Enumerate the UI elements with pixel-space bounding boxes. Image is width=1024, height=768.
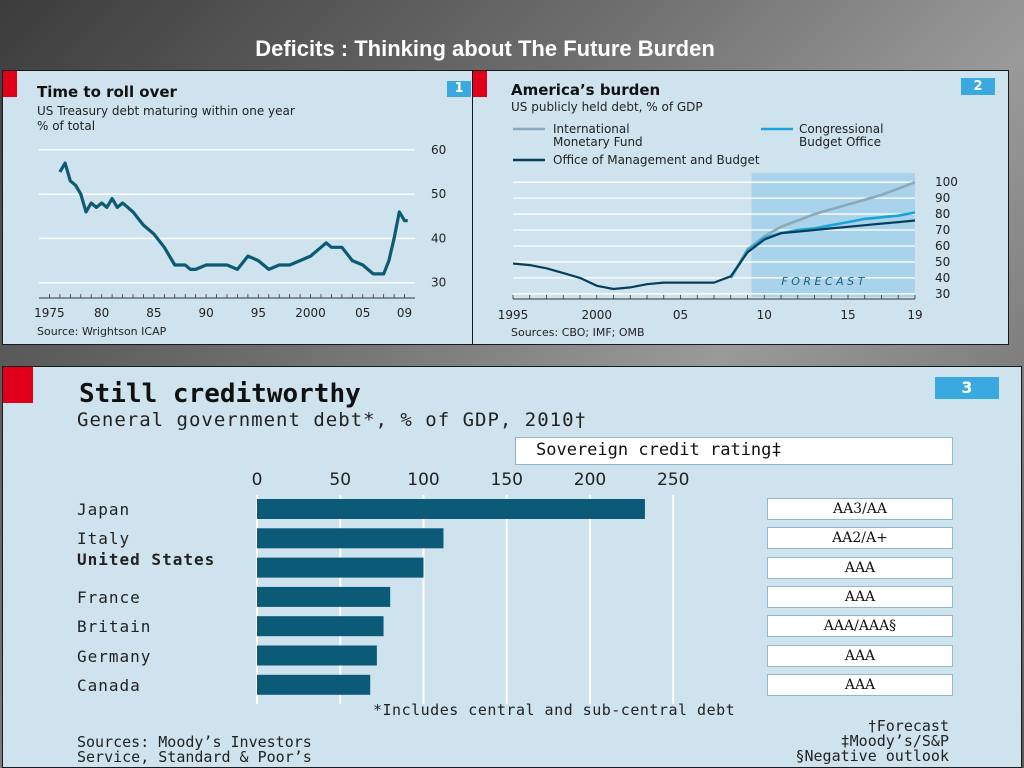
x-tick-label: 1975 bbox=[34, 306, 65, 320]
series-line bbox=[729, 211, 916, 279]
legend-label: Congressional bbox=[799, 122, 883, 136]
x-tick-label: 15 bbox=[840, 308, 855, 322]
x-tick-label: 09 bbox=[397, 306, 412, 320]
rating-box: AAA bbox=[767, 585, 953, 608]
y-tick-label: 60 bbox=[935, 239, 950, 253]
x-tick-label: 95 bbox=[251, 306, 266, 320]
series-line bbox=[58, 161, 408, 276]
category-label: Canada bbox=[77, 675, 141, 695]
chart1-panel: 1 Time to roll over US Treasury debt mat… bbox=[2, 70, 473, 345]
chart3-red-tab bbox=[3, 367, 33, 403]
legend-label: Monetary Fund bbox=[553, 135, 643, 149]
forecast-label: F O R E C A S T bbox=[781, 275, 865, 288]
category-label: Germany bbox=[77, 646, 152, 666]
chart1-title: Time to roll over bbox=[37, 83, 177, 101]
chart3-plot: 0 50 100 150 200 250 bbox=[252, 470, 689, 705]
rating-box: AAA/AAA§ bbox=[767, 615, 953, 638]
category-label: Britain bbox=[77, 617, 152, 637]
chart1-badge: 1 bbox=[447, 81, 471, 97]
x-tick-label: 150 bbox=[491, 470, 523, 490]
rating-box: AAA bbox=[767, 644, 953, 667]
chart1-subtitle: US Treasury debt maturing within one yea… bbox=[37, 104, 295, 118]
chart2-subtitle: US publicly held debt, % of GDP bbox=[511, 100, 703, 114]
category-label: France bbox=[77, 587, 141, 607]
bar bbox=[257, 645, 377, 666]
rating-header-label: Sovereign credit rating‡ bbox=[536, 440, 782, 460]
x-tick-label: 0 bbox=[252, 470, 263, 490]
y-tick-label: 70 bbox=[935, 223, 950, 237]
slide-title: Deficits : Thinking about The Future Bur… bbox=[255, 36, 715, 61]
series-line bbox=[512, 219, 916, 291]
x-tick-label: 05 bbox=[673, 308, 688, 322]
y-tick-label: 30 bbox=[935, 287, 950, 301]
x-tick-label: 100 bbox=[407, 470, 439, 490]
y-tick-label: 40 bbox=[431, 231, 446, 245]
bar bbox=[257, 557, 424, 578]
chart3-footnote2: †Forecast bbox=[867, 717, 949, 735]
y-tick-label: 100 bbox=[935, 175, 958, 189]
chart3-panel: 3 Still creditworthy General government … bbox=[2, 366, 1022, 768]
chart1-subtitle2: % of total bbox=[37, 119, 96, 133]
chart3-footnote4: §Negative outlook bbox=[795, 747, 949, 765]
category-label: Japan bbox=[77, 500, 131, 519]
chart3-subtitle: General government debt*, % of GDP, 2010… bbox=[77, 409, 587, 431]
chart3-footnote3: ‡Moody’s/S&P bbox=[840, 732, 949, 750]
bar bbox=[257, 586, 391, 607]
bar bbox=[257, 499, 645, 519]
chart2-badge: 2 bbox=[961, 78, 995, 95]
chart3-title: Still creditworthy bbox=[79, 379, 361, 409]
chart3-badge: 3 bbox=[935, 377, 999, 399]
x-tick-label: 1995 bbox=[498, 308, 529, 322]
rating-box: AAA bbox=[767, 556, 953, 579]
rating-box: AAA bbox=[767, 673, 953, 696]
category-label: Italy bbox=[77, 529, 131, 549]
legend-label: International bbox=[553, 122, 630, 136]
chart2-source: Sources: CBO; IMF; OMB bbox=[511, 326, 645, 339]
chart1-source: Source: Wrightson ICAP bbox=[37, 325, 167, 338]
legend-label: Budget Office bbox=[799, 135, 881, 149]
x-tick-label: 80 bbox=[94, 306, 109, 320]
bar bbox=[257, 616, 384, 637]
y-tick-label: 80 bbox=[935, 207, 950, 221]
x-tick-label: 2000 bbox=[581, 308, 612, 322]
chart1-red-tab bbox=[3, 71, 17, 97]
y-tick-label: 30 bbox=[431, 276, 446, 290]
chart1-plot: 30 40 50 60 1975 80 85 90 95 2000 05 09 bbox=[34, 143, 446, 320]
bar bbox=[257, 674, 371, 695]
chart3-source1: Sources: Moody’s Investors bbox=[77, 733, 312, 751]
chart2-plot: 30 40 50 60 70 80 90 100 1995 2000 05 10 15 19 F O R E… bbox=[498, 122, 958, 322]
x-tick-label: 2000 bbox=[295, 306, 326, 320]
x-tick-label: 200 bbox=[574, 470, 606, 490]
chart3-source2: Service, Standard & Poor’s bbox=[77, 748, 312, 766]
y-tick-label: 50 bbox=[935, 255, 950, 269]
y-tick-label: 90 bbox=[935, 191, 950, 205]
chart2-panel: 2 America’s burden US publicly held debt… bbox=[472, 70, 1009, 345]
rating-box: AA2/A+ bbox=[767, 527, 953, 550]
chart2-title: America’s burden bbox=[511, 81, 661, 99]
x-tick-label: 85 bbox=[146, 306, 161, 320]
x-tick-label: 05 bbox=[355, 306, 370, 320]
y-tick-label: 40 bbox=[935, 271, 950, 285]
chart3-footnote1: *Includes central and sub-central debt bbox=[373, 701, 736, 719]
x-tick-label: 250 bbox=[657, 470, 689, 490]
x-tick-label: 50 bbox=[329, 470, 351, 490]
x-tick-label: 90 bbox=[198, 306, 213, 320]
x-tick-label: 10 bbox=[757, 308, 772, 322]
rating-header: Sovereign credit rating‡ bbox=[515, 437, 953, 465]
chart2-red-tab bbox=[473, 71, 487, 97]
category-label: United States bbox=[77, 549, 216, 569]
bar bbox=[257, 528, 444, 549]
rating-box: AA3/AA bbox=[767, 498, 953, 520]
legend-label: Office of Management and Budget bbox=[553, 153, 760, 167]
x-tick-label: 19 bbox=[907, 308, 922, 322]
y-tick-label: 60 bbox=[431, 143, 446, 157]
y-tick-label: 50 bbox=[431, 187, 446, 201]
